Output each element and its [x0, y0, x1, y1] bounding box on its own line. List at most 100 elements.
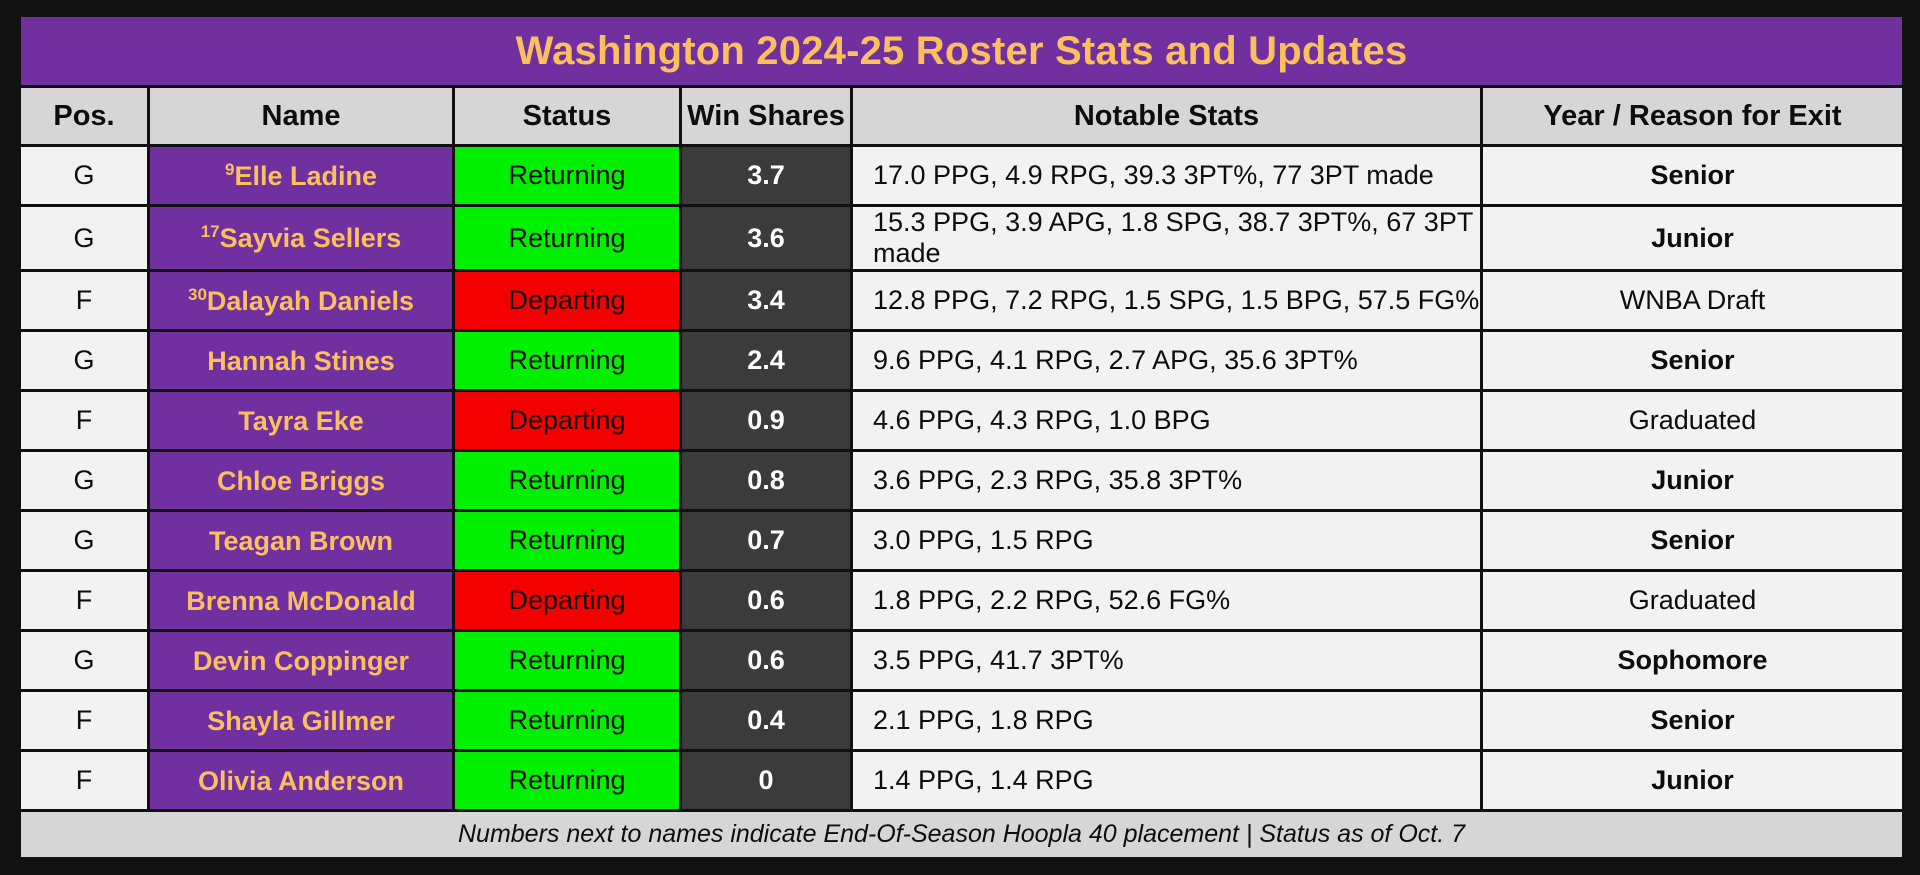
position-cell: F [18, 689, 150, 752]
table-row: F 30Dalayah Daniels Departing 3.4 12.8 P… [18, 269, 1906, 332]
notable-stats-cell: 15.3 PPG, 3.9 APG, 1.8 SPG, 38.7 3PT%, 6… [850, 204, 1483, 272]
notable-stats-cell: 9.6 PPG, 4.1 RPG, 2.7 APG, 35.6 3PT% [850, 329, 1483, 392]
player-name-cell: Tayra Eke [147, 389, 455, 452]
player-name-cell: Hannah Stines [147, 329, 455, 392]
exit-reason-cell: Junior [1479, 204, 1906, 272]
notable-stats-cell: 12.8 PPG, 7.2 RPG, 1.5 SPG, 1.5 BPG, 57.… [850, 269, 1483, 332]
notable-stats-cell: 4.6 PPG, 4.3 RPG, 1.0 BPG [850, 389, 1483, 452]
page-title: Washington 2024-25 Roster Stats and Upda… [17, 14, 1906, 88]
status-cell: Returning [452, 749, 682, 812]
table-row: G Hannah Stines Returning 2.4 9.6 PPG, 4… [18, 329, 1906, 392]
hoopla-rank: 30 [187, 284, 207, 304]
column-header-row: Pos. Name Status Win Shares Notable Stat… [18, 85, 1906, 147]
exit-reason-cell: Senior [1479, 509, 1906, 572]
column-header-status: Status [452, 85, 682, 147]
player-name-cell: Olivia Anderson [147, 749, 455, 812]
notable-stats-cell: 3.0 PPG, 1.5 RPG [850, 509, 1483, 572]
notable-stats-cell: 3.6 PPG, 2.3 RPG, 35.8 3PT% [850, 449, 1483, 512]
hoopla-rank: 17 [200, 222, 220, 241]
position-cell: G [18, 449, 150, 512]
roster-head: Washington 2024-25 Roster Stats and Upda… [17, 14, 1906, 147]
footer-row: Numbers next to names indicate End-Of-Se… [17, 809, 1906, 860]
player-name: Teagan Brown [208, 525, 394, 556]
player-name-cell: 17Sayvia Sellers [147, 204, 455, 272]
player-name: Chloe Briggs [216, 465, 385, 496]
column-header-pos: Pos. [18, 85, 150, 147]
player-name: Sayvia Sellers [219, 223, 402, 253]
status-cell: Departing [452, 569, 682, 632]
position-cell: G [18, 509, 150, 572]
table-row: G 9Elle Ladine Returning 3.7 17.0 PPG, 4… [18, 144, 1906, 207]
player-name-cell: 30Dalayah Daniels [147, 269, 455, 332]
exit-reason-cell: Senior [1479, 689, 1906, 752]
exit-reason-cell: Senior [1479, 329, 1906, 392]
position-cell: G [18, 144, 150, 207]
win-shares-cell: 2.4 [679, 329, 853, 392]
notable-stats-cell: 1.4 PPG, 1.4 RPG [850, 749, 1483, 812]
status-cell: Returning [452, 449, 682, 512]
win-shares-cell: 3.6 [679, 204, 853, 272]
table-row: F Brenna McDonald Departing 0.6 1.8 PPG,… [18, 569, 1906, 632]
win-shares-cell: 0.9 [679, 389, 853, 452]
table-row: F Tayra Eke Departing 0.9 4.6 PPG, 4.3 R… [18, 389, 1906, 452]
column-header-stats: Notable Stats [850, 85, 1483, 147]
status-cell: Departing [452, 389, 682, 452]
win-shares-cell: 3.4 [679, 269, 853, 332]
notable-stats-cell: 17.0 PPG, 4.9 RPG, 39.3 3PT%, 77 3PT mad… [850, 144, 1483, 207]
column-header-exit: Year / Reason for Exit [1479, 85, 1906, 147]
hoopla-rank: 9 [224, 159, 235, 179]
exit-reason-cell: WNBA Draft [1479, 269, 1906, 332]
player-name-cell: Chloe Briggs [147, 449, 455, 512]
player-name: Tayra Eke [238, 405, 364, 436]
player-name-cell: Brenna McDonald [147, 569, 455, 632]
player-name: Olivia Anderson [197, 765, 405, 796]
player-name-cell: Teagan Brown [147, 509, 455, 572]
position-cell: F [18, 569, 150, 632]
win-shares-cell: 0.4 [679, 689, 853, 752]
title-row: Washington 2024-25 Roster Stats and Upda… [17, 14, 1906, 88]
exit-reason-cell: Junior [1479, 449, 1906, 512]
table-row: G Devin Coppinger Returning 0.6 3.5 PPG,… [18, 629, 1906, 692]
roster-foot: Numbers next to names indicate End-Of-Se… [17, 809, 1906, 860]
player-name: Devin Coppinger [192, 645, 409, 676]
player-name: Elle Ladine [234, 160, 377, 191]
player-name: Brenna McDonald [186, 585, 416, 616]
win-shares-cell: 0.6 [679, 629, 853, 692]
player-name: Hannah Stines [207, 345, 395, 376]
status-cell: Returning [452, 329, 682, 392]
win-shares-cell: 3.7 [679, 144, 853, 207]
table-row: G Teagan Brown Returning 0.7 3.0 PPG, 1.… [18, 509, 1906, 572]
exit-reason-cell: Senior [1479, 144, 1906, 207]
position-cell: F [18, 749, 150, 812]
win-shares-cell: 0.7 [679, 509, 853, 572]
column-header-name: Name [147, 85, 455, 147]
status-cell: Departing [452, 269, 682, 332]
player-name: Shayla Gillmer [207, 705, 395, 736]
position-cell: F [18, 389, 150, 452]
status-cell: Returning [452, 509, 682, 572]
status-cell: Returning [452, 204, 682, 272]
win-shares-cell: 0.6 [679, 569, 853, 632]
position-cell: G [18, 204, 150, 272]
position-cell: G [18, 329, 150, 392]
column-header-win-shares: Win Shares [679, 85, 853, 147]
roster-table: Washington 2024-25 Roster Stats and Upda… [17, 14, 1906, 860]
status-cell: Returning [452, 144, 682, 207]
exit-reason-cell: Graduated [1479, 389, 1906, 452]
table-row: G Chloe Briggs Returning 0.8 3.6 PPG, 2.… [18, 449, 1906, 512]
table-row: G 17Sayvia Sellers Returning 3.6 15.3 PP… [18, 204, 1906, 272]
position-cell: G [18, 629, 150, 692]
status-cell: Returning [452, 689, 682, 752]
roster-body: G 9Elle Ladine Returning 3.7 17.0 PPG, 4… [18, 144, 1906, 812]
exit-reason-cell: Graduated [1479, 569, 1906, 632]
player-name: Dalayah Daniels [206, 285, 415, 316]
notable-stats-cell: 3.5 PPG, 41.7 3PT% [850, 629, 1483, 692]
exit-reason-cell: Junior [1479, 749, 1906, 812]
notable-stats-cell: 2.1 PPG, 1.8 RPG [850, 689, 1483, 752]
player-name-cell: 9Elle Ladine [147, 144, 455, 207]
table-row: F Shayla Gillmer Returning 0.4 2.1 PPG, … [18, 689, 1906, 752]
position-cell: F [18, 269, 150, 332]
win-shares-cell: 0 [679, 749, 853, 812]
table-row: F Olivia Anderson Returning 0 1.4 PPG, 1… [18, 749, 1906, 812]
